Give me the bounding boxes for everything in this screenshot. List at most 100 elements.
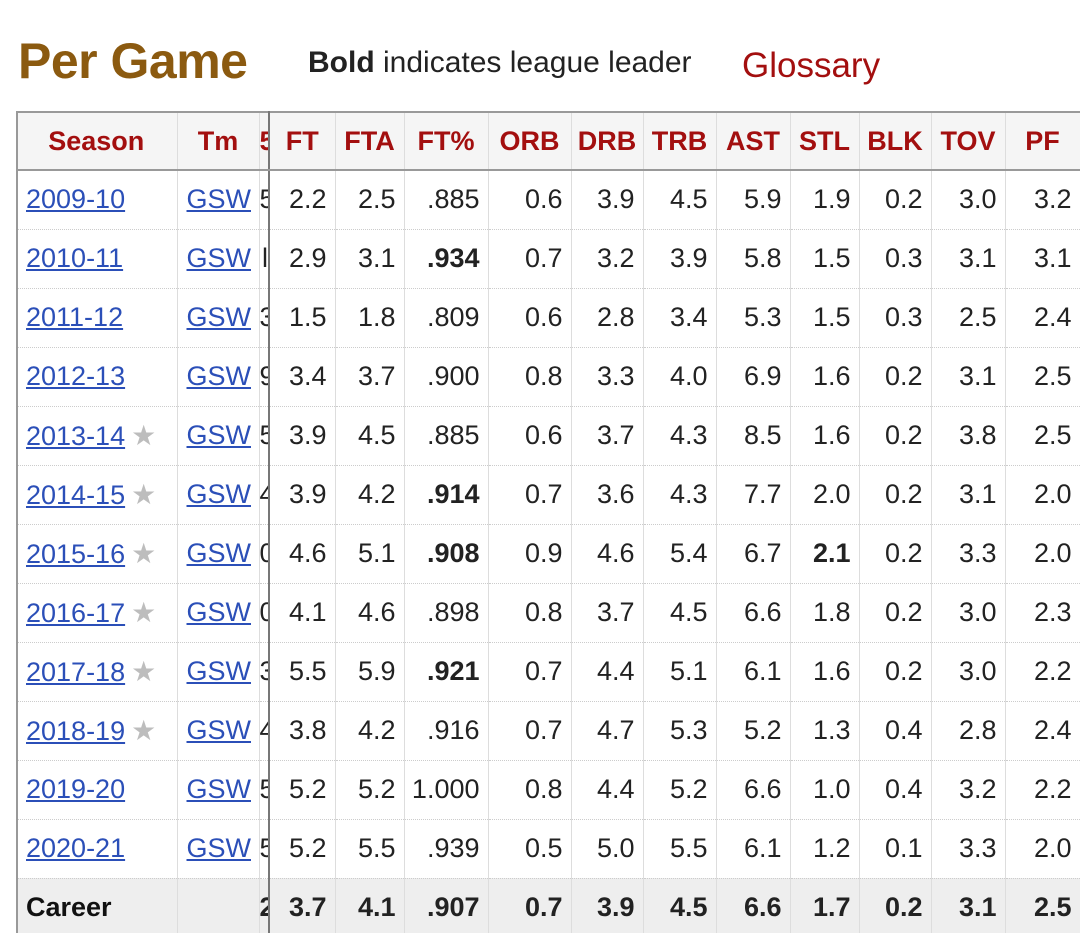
team-link[interactable]: GSW — [186, 597, 252, 627]
stl-cell: 1.5 — [790, 229, 860, 289]
clipped-cell: 9 — [259, 347, 270, 407]
tov-cell: 3.3 — [931, 819, 1006, 879]
team-link[interactable]: GSW — [186, 774, 252, 804]
tov-cell: 2.8 — [931, 701, 1006, 761]
team-link[interactable]: GSW — [186, 656, 252, 686]
career-blk-cell: 0.2 — [859, 878, 932, 933]
team-cell: GSW — [177, 524, 260, 584]
career-orb-cell: 0.7 — [488, 878, 572, 933]
bold-legend-text: indicates league leader — [374, 46, 692, 79]
blk-cell: 0.4 — [859, 701, 932, 761]
per-game-table: SeasonTm5FTFTAFT%ORBDRBTRBASTSTLBLKTOVPF… — [16, 111, 1080, 933]
season-link[interactable]: 2012-13 — [26, 361, 126, 391]
drb-cell: 5.0 — [571, 819, 644, 879]
blk-cell: 0.2 — [859, 465, 932, 525]
ast-cell: 6.6 — [716, 583, 791, 643]
team-link[interactable]: GSW — [186, 420, 252, 450]
column-header-ast[interactable]: AST — [716, 111, 791, 171]
season-link[interactable]: 2011-12 — [26, 302, 124, 332]
team-cell: GSW — [177, 229, 260, 289]
column-header-clipped[interactable]: 5 — [259, 111, 270, 171]
season-cell: 2010-11 — [16, 229, 178, 289]
season-link[interactable]: 2015-16 — [26, 539, 126, 569]
column-header-orb[interactable]: ORB — [488, 111, 572, 171]
column-header-ft[interactable]: FT — [269, 111, 336, 171]
season-link[interactable]: 2020-21 — [26, 833, 126, 863]
ftp-cell: .900 — [404, 347, 489, 407]
stl-cell: 1.6 — [790, 347, 860, 407]
team-link[interactable]: GSW — [186, 715, 252, 745]
column-header-season[interactable]: Season — [16, 111, 178, 171]
season-link[interactable]: 2013-14 — [26, 421, 126, 451]
stl-cell: 1.3 — [790, 701, 860, 761]
column-header-drb[interactable]: DRB — [571, 111, 644, 171]
season-cell: 2018-19 ★ — [16, 701, 178, 761]
trb-cell: 5.4 — [643, 524, 717, 584]
blk-cell: 0.2 — [859, 583, 932, 643]
season-link[interactable]: 2016-17 — [26, 598, 126, 628]
season-cell: 2019-20 — [16, 760, 178, 820]
clipped-cell: 4 — [259, 465, 270, 525]
team-link[interactable]: GSW — [186, 361, 252, 391]
column-header-tm[interactable]: Tm — [177, 111, 260, 171]
team-cell: GSW — [177, 465, 260, 525]
column-header-ft-pct[interactable]: FT% — [404, 111, 489, 171]
per-game-table-container[interactable]: SeasonTm5FTFTAFT%ORBDRBTRBASTSTLBLKTOVPF… — [16, 111, 1080, 933]
column-header-tov[interactable]: TOV — [931, 111, 1006, 171]
team-link[interactable]: GSW — [186, 184, 252, 215]
fta-cell: 3.7 — [335, 347, 405, 407]
team-link[interactable]: GSW — [186, 833, 252, 863]
blk-cell: 0.2 — [859, 170, 932, 230]
ft-cell: 5.2 — [269, 760, 336, 820]
team-cell: GSW — [177, 583, 260, 643]
career-pf-cell: 2.5 — [1005, 878, 1080, 933]
clipped-cell: 5 — [259, 760, 270, 820]
star-icon: ★ — [131, 538, 157, 569]
glossary-link[interactable]: Glossary — [742, 46, 881, 85]
pf-cell: 2.2 — [1005, 642, 1080, 702]
season-cell: 2017-18 ★ — [16, 642, 178, 702]
fta-cell: 4.2 — [335, 701, 405, 761]
column-header-blk[interactable]: BLK — [859, 111, 932, 171]
trb-cell: 3.9 — [643, 229, 717, 289]
drb-cell: 2.8 — [571, 288, 644, 348]
stl-cell: 1.5 — [790, 288, 860, 348]
ast-cell: 5.9 — [716, 170, 791, 230]
team-link[interactable]: GSW — [186, 243, 252, 273]
orb-cell: 0.6 — [488, 170, 572, 230]
ast-cell: 5.3 — [716, 288, 791, 348]
season-link[interactable]: 2019-20 — [26, 774, 126, 804]
tov-cell: 3.1 — [931, 347, 1006, 407]
ftp-cell: .885 — [404, 406, 489, 466]
team-cell: GSW — [177, 701, 260, 761]
bold-legend-note: Bold indicates league leader — [308, 46, 692, 80]
season-cell: 2009-10 — [16, 170, 178, 230]
blk-cell: 0.2 — [859, 642, 932, 702]
team-link[interactable]: GSW — [186, 479, 252, 509]
season-link[interactable]: 2017-18 — [26, 657, 126, 687]
tov-cell: 3.1 — [931, 229, 1006, 289]
orb-cell: 0.7 — [488, 701, 572, 761]
trb-cell: 5.3 — [643, 701, 717, 761]
career-ast-cell: 6.6 — [716, 878, 791, 933]
ftp-cell: .885 — [404, 170, 489, 230]
column-header-fta[interactable]: FTA — [335, 111, 405, 171]
column-header-pf[interactable]: PF — [1005, 111, 1080, 171]
season-link[interactable]: 2018-19 — [26, 716, 126, 746]
career-fta-cell: 4.1 — [335, 878, 405, 933]
ft-cell: 5.2 — [269, 819, 336, 879]
team-link[interactable]: GSW — [186, 538, 252, 568]
table-row: 2015-16★GSW04.65.1.9080.94.65.46.72.10.2… — [16, 524, 1080, 584]
team-cell: GSW — [177, 406, 260, 466]
column-header-stl[interactable]: STL — [790, 111, 860, 171]
season-link[interactable]: 2009-10 — [26, 184, 126, 215]
column-header-trb[interactable]: TRB — [643, 111, 717, 171]
star-icon: ★ — [131, 597, 157, 628]
season-link[interactable]: 2010-11 — [26, 243, 124, 273]
season-link[interactable]: 2014-15 — [26, 480, 126, 510]
fta-cell: 2.5 — [335, 170, 405, 230]
team-link[interactable]: GSW — [186, 302, 252, 332]
clipped-cell: 5 — [259, 819, 270, 879]
pf-cell: 3.1 — [1005, 229, 1080, 289]
